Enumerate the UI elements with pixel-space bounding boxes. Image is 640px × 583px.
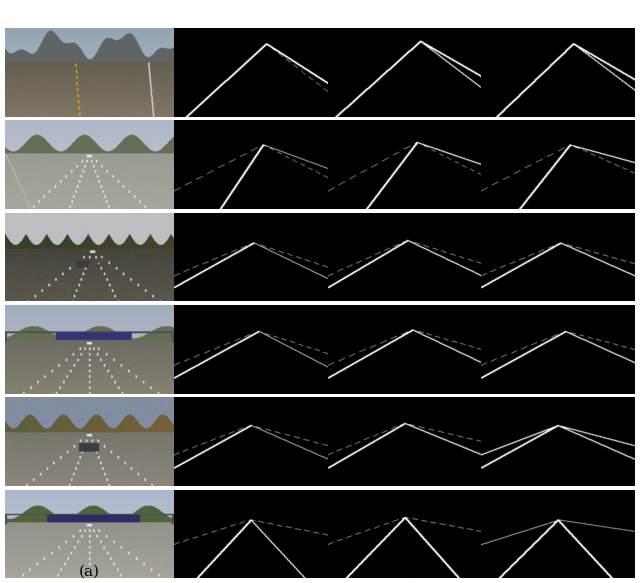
Text: (b): (b) bbox=[240, 564, 262, 578]
Text: (d): (d) bbox=[547, 564, 569, 578]
Text: (c): (c) bbox=[394, 564, 415, 578]
Text: (a): (a) bbox=[79, 564, 100, 578]
